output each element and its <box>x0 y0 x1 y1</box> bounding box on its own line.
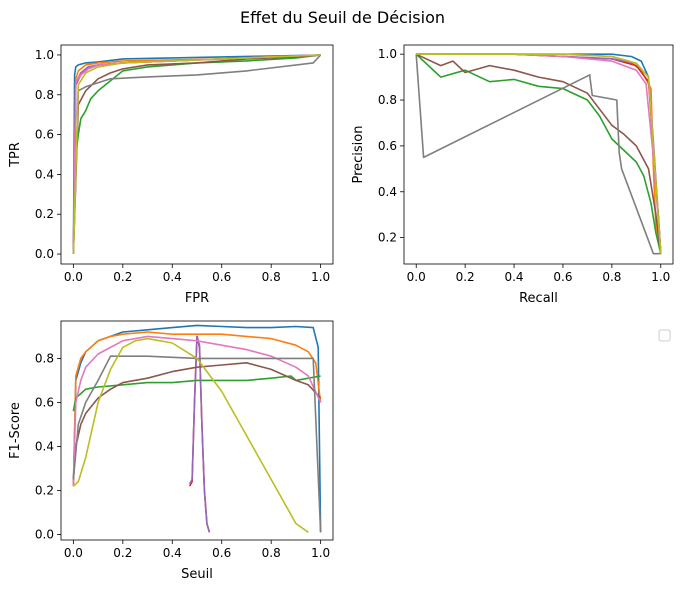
x-tick-label: 0.4 <box>163 546 182 560</box>
y-tick-label: 0.0 <box>35 527 54 541</box>
y-tick-label: 0.6 <box>35 128 54 142</box>
series-line-2 <box>416 53 662 254</box>
series-line-5 <box>72 54 321 255</box>
series-line-9 <box>72 337 309 533</box>
y-tick-label: 0.4 <box>378 185 397 199</box>
x-axis-label: Recall <box>519 291 558 306</box>
x-tick-label: 0.0 <box>64 270 83 284</box>
y-tick-label: 1.0 <box>378 47 397 61</box>
x-axis-label: FPR <box>185 291 209 306</box>
series-line-1 <box>72 54 321 255</box>
axes-frame <box>403 44 674 265</box>
series-line-5 <box>188 335 211 533</box>
x-tick-label: 1.0 <box>311 270 330 284</box>
series-line-5 <box>416 53 662 254</box>
y-tick-label: 0.2 <box>378 231 397 245</box>
series-line-2 <box>72 331 322 487</box>
series-line-7 <box>72 335 322 487</box>
series-line-8 <box>72 355 322 533</box>
x-tick-label: 0.6 <box>212 546 231 560</box>
series-line-6 <box>72 54 321 255</box>
y-tick-label: 0.0 <box>35 247 54 261</box>
y-tick-label: 0.6 <box>35 395 54 409</box>
series-line-1 <box>72 324 322 533</box>
x-axis-label: Seuil <box>181 567 213 582</box>
y-tick-label: 0.8 <box>35 88 54 102</box>
x-tick-label: 1.0 <box>651 270 670 284</box>
series-line-7 <box>72 54 321 255</box>
series-line-6 <box>415 53 662 254</box>
axes-frame <box>60 320 334 541</box>
x-tick-label: 0.8 <box>602 270 621 284</box>
series-line-9 <box>416 53 662 254</box>
x-tick-label: 0.2 <box>113 270 132 284</box>
x-tick-label: 1.0 <box>311 546 330 560</box>
x-tick-label: 0.2 <box>113 546 132 560</box>
x-tick-label: 0.4 <box>163 270 182 284</box>
y-axis-label: TPR <box>8 142 23 168</box>
empty-legend <box>658 329 671 342</box>
series-line-9 <box>72 54 321 255</box>
precision-recall-panel: 0.0 0.2 0.4 0.6 0.8 1.0 0.2 0.4 0.6 0.8 1.0 Recall P… <box>351 44 674 306</box>
series-line-3 <box>72 54 321 255</box>
x-tick-label: 0.0 <box>407 270 426 284</box>
roc-curve-panel: 0.0 0.2 0.4 0.6 0.8 1.0 0.0 0.2 0.4 0.6 0.8 1.0 FPR T… <box>8 44 334 306</box>
y-tick-label: 0.4 <box>35 167 54 181</box>
series-line-4 <box>416 53 662 254</box>
series-lines <box>72 324 322 533</box>
y-tick-label: 0.8 <box>378 93 397 107</box>
x-tick-label: 0.8 <box>262 270 281 284</box>
series-line-6 <box>72 361 322 480</box>
series-lines <box>72 54 322 255</box>
series-line-1 <box>416 53 662 254</box>
y-axis-label: F1-Score <box>8 402 23 459</box>
series-line-8 <box>415 54 661 255</box>
x-tick-label: 0.0 <box>64 546 83 560</box>
series-lines <box>415 53 662 255</box>
y-tick-label: 0.2 <box>35 207 54 221</box>
y-axis-label: Precision <box>351 125 366 183</box>
series-line-3 <box>72 375 321 412</box>
series-line-8 <box>72 54 322 255</box>
x-tick-label: 0.6 <box>212 270 231 284</box>
x-tick-label: 0.4 <box>504 270 523 284</box>
figure-title: Effet du Seuil de Décision <box>239 8 446 27</box>
f1-threshold-panel: 0.0 0.2 0.4 0.6 0.8 1.0 0.0 0.2 0.4 0.6 0.8 Seuil F1… <box>8 320 334 582</box>
series-line-4 <box>72 54 321 255</box>
x-tick-label: 0.8 <box>262 546 281 560</box>
series-line-3 <box>415 53 662 254</box>
series-line-7 <box>416 53 662 254</box>
x-tick-label: 0.6 <box>553 270 572 284</box>
y-tick-label: 0.2 <box>35 483 54 497</box>
x-tick-label: 0.2 <box>456 270 475 284</box>
series-line-2 <box>72 54 321 255</box>
y-tick-label: 0.6 <box>378 139 397 153</box>
y-tick-label: 0.8 <box>35 351 54 365</box>
y-tick-label: 1.0 <box>35 48 54 62</box>
axes-frame <box>60 44 334 265</box>
y-tick-label: 0.4 <box>35 439 54 453</box>
